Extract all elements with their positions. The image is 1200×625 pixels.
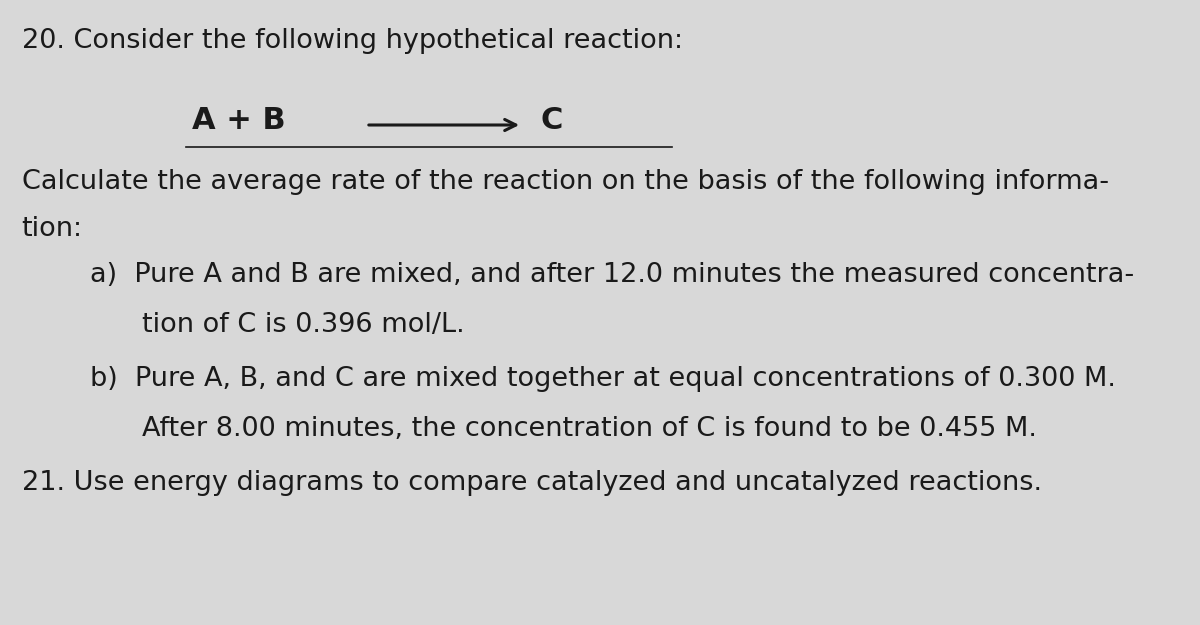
Text: 21. Use energy diagrams to compare catalyzed and uncatalyzed reactions.: 21. Use energy diagrams to compare catal… <box>22 470 1042 496</box>
Text: A + B: A + B <box>192 106 286 135</box>
Text: tion:: tion: <box>22 216 83 242</box>
Text: 20. Consider the following hypothetical reaction:: 20. Consider the following hypothetical … <box>22 28 683 54</box>
Text: C: C <box>540 106 563 135</box>
Text: b)  Pure A, B, and C are mixed together at equal concentrations of 0.300 M.: b) Pure A, B, and C are mixed together a… <box>90 366 1116 392</box>
Text: Calculate the average rate of the reaction on the basis of the following informa: Calculate the average rate of the reacti… <box>22 169 1109 195</box>
Text: tion of C is 0.396 mol/L.: tion of C is 0.396 mol/L. <box>142 312 464 339</box>
Text: After 8.00 minutes, the concentration of C is found to be 0.455 M.: After 8.00 minutes, the concentration of… <box>142 416 1037 442</box>
Text: a)  Pure A and B are mixed, and after 12.0 minutes the measured concentra-: a) Pure A and B are mixed, and after 12.… <box>90 262 1134 289</box>
